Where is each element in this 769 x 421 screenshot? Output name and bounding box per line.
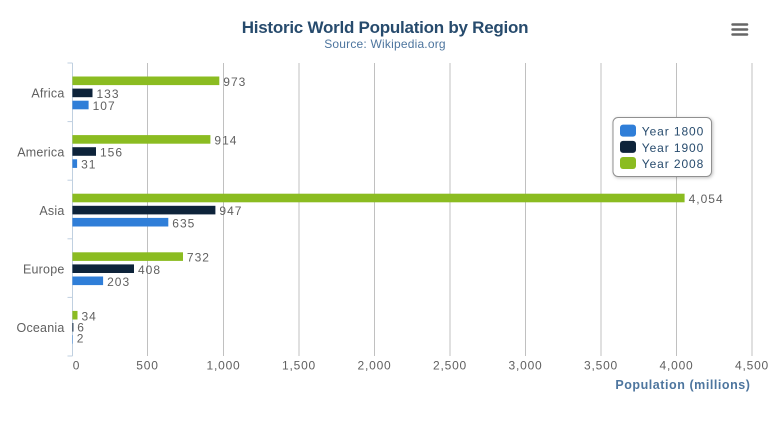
svg-text:2,500: 2,500 (433, 359, 467, 373)
svg-text:732: 732 (187, 251, 210, 265)
svg-text:4,000: 4,000 (659, 359, 693, 373)
svg-text:Africa: Africa (31, 87, 64, 101)
svg-text:Source: Wikipedia.org: Source: Wikipedia.org (324, 37, 446, 51)
svg-text:1,500: 1,500 (282, 359, 316, 373)
svg-text:0: 0 (73, 359, 80, 373)
svg-text:107: 107 (93, 99, 116, 113)
svg-text:947: 947 (219, 204, 242, 218)
svg-text:Europe: Europe (23, 263, 65, 277)
svg-text:2: 2 (77, 332, 85, 346)
svg-text:2,000: 2,000 (357, 359, 391, 373)
svg-text:1,000: 1,000 (206, 359, 240, 373)
svg-text:4,054: 4,054 (689, 192, 724, 206)
svg-text:3,500: 3,500 (584, 359, 618, 373)
svg-text:Population (millions): Population (millions) (615, 378, 750, 392)
svg-text:156: 156 (100, 146, 123, 160)
svg-text:Historic World Population by R: Historic World Population by Region (242, 18, 529, 37)
svg-text:635: 635 (172, 216, 195, 230)
svg-text:408: 408 (138, 263, 161, 277)
svg-text:914: 914 (214, 134, 237, 148)
svg-text:Asia: Asia (39, 204, 64, 218)
svg-text:31: 31 (81, 158, 96, 172)
svg-text:973: 973 (223, 75, 246, 89)
svg-text:Year 2008: Year 2008 (642, 157, 704, 171)
svg-text:4,500: 4,500 (735, 359, 769, 373)
svg-text:203: 203 (107, 275, 130, 289)
svg-text:America: America (17, 145, 64, 159)
svg-text:Oceania: Oceania (17, 321, 65, 335)
svg-text:3,000: 3,000 (508, 359, 542, 373)
svg-text:Year 1900: Year 1900 (642, 141, 704, 155)
svg-text:Year 1800: Year 1800 (642, 125, 704, 139)
svg-text:500: 500 (136, 359, 158, 373)
